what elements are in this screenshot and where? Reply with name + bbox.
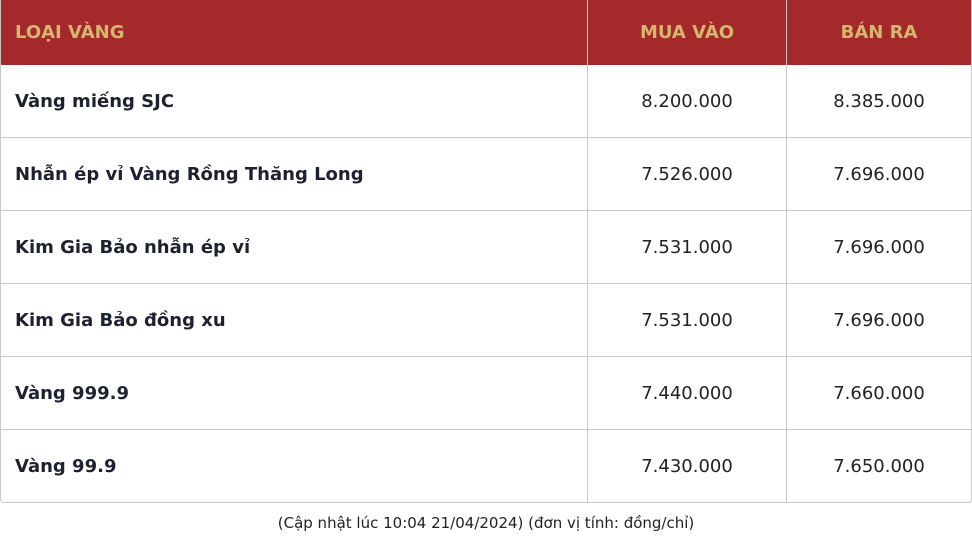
buy-price-cell: 7.531.000: [587, 210, 786, 283]
sell-price-cell: 7.660.000: [786, 356, 971, 429]
header-sell: BÁN RA: [786, 0, 971, 65]
buy-price-cell: 7.440.000: [587, 356, 786, 429]
gold-type-cell: Vàng miếng SJC: [15, 90, 175, 112]
gold-type-cell: Nhẫn ép vỉ Vàng Rồng Thăng Long: [1, 137, 587, 210]
table-row: Nhẫn ép vỉ Vàng Rồng Thăng Long 7.526.000…: [1, 137, 971, 210]
buy-price-cell: 8.200.000: [587, 65, 786, 137]
table-header-row: LOẠI VÀNG MUA VÀO BÁN RA: [1, 0, 971, 65]
table-row: Vàng miếng SJC 8.200.000 8.385.000: [1, 65, 971, 137]
table-row: Kim Gia Bảo nhẫn ép vỉ 7.531.000 7.696.000: [1, 210, 971, 283]
table-row: Kim Gia Bảo đồng xu 7.531.000 7.696.000: [1, 283, 971, 356]
gold-type-cell: Vàng 999.9: [1, 356, 587, 429]
sell-price-cell: 8.385.000: [786, 65, 971, 137]
gold-price-table: LOẠI VÀNG MUA VÀO BÁN RA Vàng miếng SJC 8…: [0, 0, 972, 503]
gold-type-cell: Kim Gia Bảo đồng xu: [1, 283, 587, 356]
buy-price-cell: 7.430.000: [587, 429, 786, 502]
header-buy: MUA VÀO: [587, 0, 786, 65]
table-row: Vàng 999.9 7.440.000 7.660.000: [1, 356, 971, 429]
table-row: Vàng 99.9 7.430.000 7.650.000: [1, 429, 971, 502]
gold-type-cell: Vàng 99.9: [1, 429, 587, 502]
sell-price-cell: 7.650.000: [786, 429, 971, 502]
sell-price-cell: 7.696.000: [786, 137, 971, 210]
update-note: (Cập nhật lúc 10:04 21/04/2024) (đơn vị …: [277, 514, 695, 532]
header-gold-type: LOẠI VÀNG: [1, 0, 587, 65]
sell-price-cell: 7.696.000: [786, 283, 971, 356]
buy-price-cell: 7.526.000: [587, 137, 786, 210]
gold-type-cell: Kim Gia Bảo nhẫn ép vỉ: [1, 210, 587, 283]
sell-price-cell: 7.696.000: [786, 210, 971, 283]
buy-price-cell: 7.531.000: [587, 283, 786, 356]
